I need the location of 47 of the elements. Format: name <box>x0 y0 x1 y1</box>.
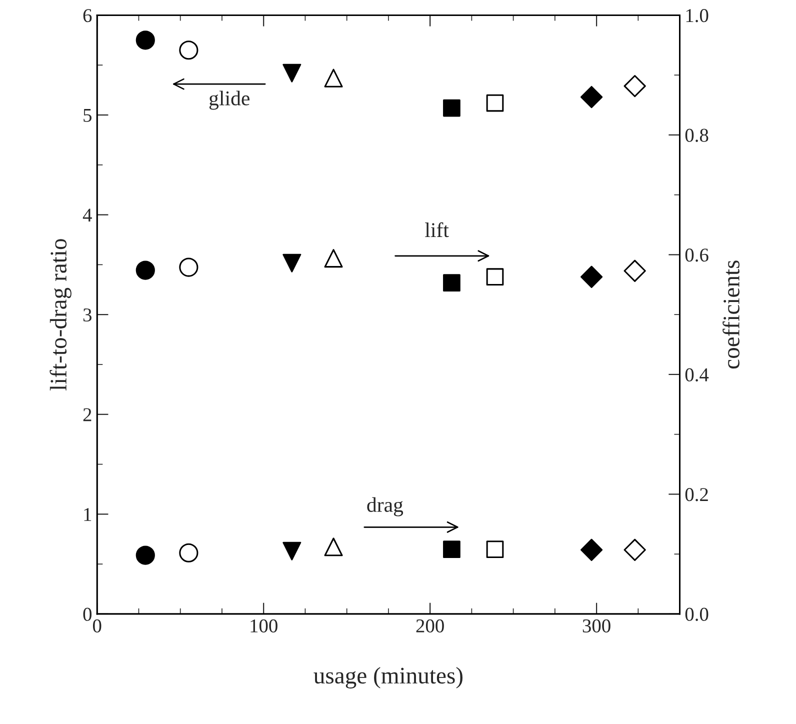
point <box>624 260 646 282</box>
point <box>324 68 343 88</box>
y-tick-label: 5 <box>84 109 92 122</box>
x-tick-label: 100 <box>250 619 278 632</box>
y-tick-label: 3 <box>83 308 92 322</box>
point <box>443 274 460 292</box>
point <box>282 254 302 272</box>
point <box>624 538 646 561</box>
point <box>624 74 646 98</box>
y-axis-title: lift-to-drag ratio <box>50 239 72 390</box>
y-tick-label: 0 <box>83 608 92 621</box>
point <box>324 538 343 556</box>
point <box>486 268 504 286</box>
y-tick-label: 4 <box>82 208 92 222</box>
point <box>136 260 155 280</box>
point <box>324 249 343 268</box>
y2-tick-label: 0.8 <box>685 128 708 142</box>
annotation: drag <box>367 497 404 516</box>
point <box>580 86 603 108</box>
point <box>580 266 603 288</box>
y-tick-label: 1 <box>84 508 92 521</box>
point <box>179 258 198 277</box>
y2-tick-label: 0.0 <box>685 608 708 621</box>
point <box>136 30 155 50</box>
y2-tick-label: 0.2 <box>685 488 708 502</box>
y-tick-label: 6 <box>83 9 92 22</box>
point <box>443 540 460 558</box>
y2-tick-label: 0.6 <box>685 248 708 262</box>
point <box>580 538 603 561</box>
point <box>179 40 198 60</box>
point <box>486 94 504 112</box>
y-tick-label: 2 <box>83 408 92 422</box>
y2-tick-label: 0.4 <box>685 368 709 382</box>
x-tick-label: 200 <box>416 619 444 632</box>
x-tick-label: 0 <box>92 619 102 632</box>
point <box>282 542 302 560</box>
x-tick-label: 300 <box>582 619 610 632</box>
annotation: lift <box>425 222 449 238</box>
point <box>282 64 302 82</box>
point <box>179 543 198 562</box>
x-axis-title: usage (minutes) <box>314 667 462 688</box>
annotation: glide <box>209 90 250 110</box>
point <box>136 546 155 565</box>
point <box>443 99 460 117</box>
y2-tick-label: 1.0 <box>686 9 708 22</box>
point <box>486 540 504 558</box>
y2-axis-title: coefficients <box>722 260 740 369</box>
